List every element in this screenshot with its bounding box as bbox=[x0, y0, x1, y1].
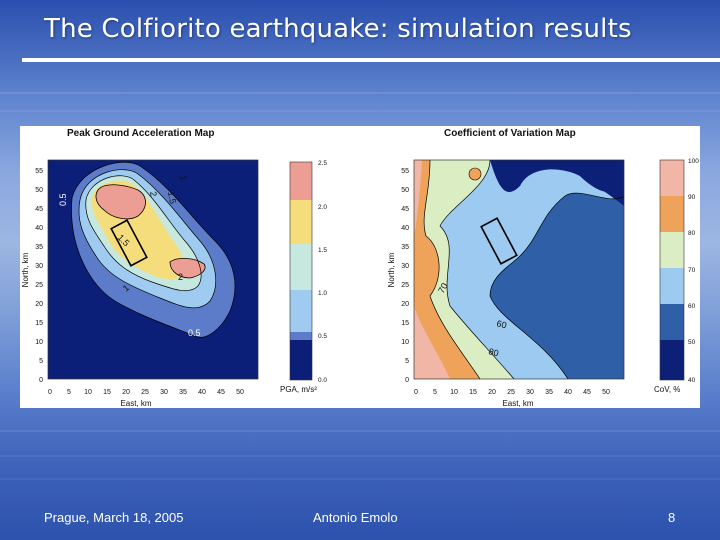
background-wave bbox=[0, 110, 720, 112]
x-tick: 0 bbox=[414, 389, 418, 396]
contour-label: 1 bbox=[178, 175, 189, 182]
x-tick: 50 bbox=[236, 389, 244, 396]
slide-title: The Colfiorito earthquake: simulation re… bbox=[44, 14, 632, 44]
right-y-axis-label: North, km bbox=[387, 252, 396, 287]
page-number: 8 bbox=[668, 510, 676, 525]
cov-map bbox=[414, 160, 624, 379]
colorbar-tick: 70 bbox=[688, 267, 696, 274]
contour-label: 80 bbox=[487, 346, 499, 358]
x-tick: 15 bbox=[469, 389, 477, 396]
colorbar-tick: 60 bbox=[688, 303, 696, 310]
colorbar-tick: 2.0 bbox=[318, 204, 327, 211]
y-tick: 10 bbox=[35, 339, 43, 346]
footer-author: Antonio Emolo bbox=[313, 510, 398, 525]
x-tick: 40 bbox=[564, 389, 572, 396]
left-x-axis-label: East, km bbox=[120, 399, 151, 408]
y-tick: 15 bbox=[401, 320, 409, 327]
colorbar-tick: 40 bbox=[688, 377, 696, 384]
y-tick: 25 bbox=[401, 282, 409, 289]
contour-label: 2 bbox=[148, 191, 159, 198]
colorbar-tick: 50 bbox=[688, 339, 696, 346]
x-tick: 40 bbox=[198, 389, 206, 396]
y-tick: 5 bbox=[405, 358, 409, 365]
x-tick: 30 bbox=[160, 389, 168, 396]
colorbar-tick: 2.5 bbox=[318, 160, 327, 167]
x-tick: 20 bbox=[488, 389, 496, 396]
colorbar-tick: 1.0 bbox=[318, 290, 327, 297]
y-tick: 55 bbox=[35, 168, 43, 175]
colorbar-tick: 1.5 bbox=[318, 247, 327, 254]
y-tick: 25 bbox=[35, 282, 43, 289]
footer-date-location: Prague, March 18, 2005 bbox=[44, 510, 184, 525]
pga-map bbox=[48, 160, 258, 379]
y-tick: 15 bbox=[35, 320, 43, 327]
background-wave bbox=[0, 430, 720, 432]
y-tick: 35 bbox=[401, 244, 409, 251]
x-tick: 5 bbox=[67, 389, 71, 396]
background-wave bbox=[0, 92, 720, 94]
y-tick: 55 bbox=[401, 168, 409, 175]
y-tick: 5 bbox=[39, 358, 43, 365]
y-tick: 30 bbox=[35, 263, 43, 270]
contour-label: 1.5 bbox=[166, 191, 178, 205]
y-tick: 20 bbox=[35, 301, 43, 308]
y-tick: 50 bbox=[401, 187, 409, 194]
contour-label: 1 bbox=[121, 283, 131, 294]
right-map-title: Coefficient of Variation Map bbox=[444, 128, 576, 139]
cov-colorbar bbox=[659, 159, 685, 381]
contour-label: 0.5 bbox=[188, 328, 201, 338]
left-map-title: Peak Ground Acceleration Map bbox=[67, 128, 214, 139]
x-tick: 45 bbox=[583, 389, 591, 396]
colorbar-tick: 80 bbox=[688, 230, 696, 237]
x-tick: 10 bbox=[450, 389, 458, 396]
figure-svg: Peak Ground Acceleration Map 0.5 2 1.5 1… bbox=[21, 128, 699, 408]
y-tick: 35 bbox=[35, 244, 43, 251]
y-tick: 30 bbox=[401, 263, 409, 270]
x-tick: 25 bbox=[507, 389, 515, 396]
x-tick: 30 bbox=[526, 389, 534, 396]
cov-colorbar-label: CoV, % bbox=[654, 385, 680, 394]
figure-panel: Peak Ground Acceleration Map 0.5 2 1.5 1… bbox=[20, 126, 700, 408]
y-tick: 45 bbox=[35, 206, 43, 213]
y-tick: 0 bbox=[39, 377, 43, 384]
contour-label: 70 bbox=[436, 281, 450, 295]
title-divider bbox=[22, 58, 720, 62]
background-wave bbox=[0, 455, 720, 457]
colorbar-tick: 100 bbox=[688, 158, 699, 165]
y-tick: 40 bbox=[401, 225, 409, 232]
y-tick: 45 bbox=[401, 206, 409, 213]
contour-label: 2 bbox=[178, 272, 183, 282]
x-tick: 35 bbox=[179, 389, 187, 396]
y-tick: 50 bbox=[35, 187, 43, 194]
pga-colorbar bbox=[289, 161, 313, 381]
y-tick: 40 bbox=[35, 225, 43, 232]
pga-colorbar-label: PGA, m/s² bbox=[280, 385, 317, 394]
y-tick: 20 bbox=[401, 301, 409, 308]
fault-plane-box bbox=[480, 217, 518, 265]
y-tick: 0 bbox=[405, 377, 409, 384]
right-x-axis-label: East, km bbox=[502, 399, 533, 408]
x-tick: 45 bbox=[217, 389, 225, 396]
left-y-axis-label: North, km bbox=[21, 252, 30, 287]
x-tick: 15 bbox=[103, 389, 111, 396]
x-tick: 5 bbox=[433, 389, 437, 396]
contour-label: 0.5 bbox=[58, 193, 68, 206]
x-tick: 50 bbox=[602, 389, 610, 396]
colorbar-tick: 90 bbox=[688, 194, 696, 201]
x-tick: 20 bbox=[122, 389, 130, 396]
colorbar-tick: 0.0 bbox=[318, 377, 327, 384]
x-tick: 25 bbox=[141, 389, 149, 396]
contour-label: 60 bbox=[495, 318, 507, 330]
background-wave bbox=[0, 478, 720, 480]
x-tick: 0 bbox=[48, 389, 52, 396]
y-tick: 10 bbox=[401, 339, 409, 346]
fault-plane-box bbox=[110, 219, 148, 267]
colorbar-tick: 0.5 bbox=[318, 333, 327, 340]
x-tick: 35 bbox=[545, 389, 553, 396]
x-tick: 10 bbox=[84, 389, 92, 396]
